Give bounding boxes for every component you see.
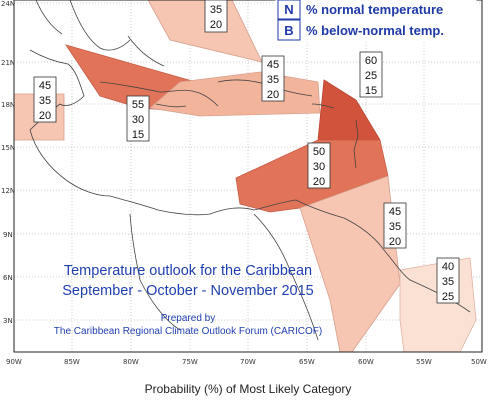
lat-label: 6N — [3, 274, 13, 282]
prob-value: 60 — [365, 55, 377, 67]
prob-value: 15 — [132, 129, 144, 141]
lat-label: 21N — [1, 59, 15, 67]
prob-value: 45 — [389, 206, 401, 218]
prob-value: 20 — [39, 110, 51, 122]
prob-box-cuba-jamaica: 55 30 15 — [126, 95, 150, 142]
prob-value: 25 — [442, 291, 454, 303]
map-subtitle: September - October - November 2015 — [62, 283, 313, 299]
prob-box-suriname-guiana: 40 35 25 — [436, 257, 460, 304]
prob-box-trinidad-guyana: 45 35 20 — [383, 202, 407, 249]
lat-label: 9N — [3, 231, 13, 239]
prob-value: 45 — [267, 59, 279, 71]
prob-box-belize-yucatan: 45 35 20 — [33, 76, 57, 123]
legend: N % normal temperature B % below-normal … — [275, 0, 477, 43]
lat-label: 24N — [1, 0, 15, 8]
lon-label: 70W — [240, 358, 256, 366]
prob-value: 30 — [132, 114, 144, 126]
prob-value: 20 — [267, 89, 279, 101]
prob-value: 30 — [313, 161, 325, 173]
prob-value: 35 — [39, 95, 51, 107]
prob-box-leeward-islands: 60 25 15 — [359, 51, 383, 98]
lon-label: 75W — [182, 358, 198, 366]
lon-axis: 90W 85W 80W 75W 70W 65W 60W 55W 50W — [6, 358, 487, 366]
prob-value: 35 — [389, 221, 401, 233]
lon-label: 60W — [358, 358, 374, 366]
map-caption: Probability (%) of Most Likely Category — [145, 382, 352, 396]
prob-value: 55 — [132, 99, 144, 111]
prob-value: 35 — [267, 74, 279, 86]
map-title: Temperature outlook for the Caribbean — [64, 263, 312, 279]
prob-value: 35 — [442, 276, 454, 288]
coastlines — [29, 0, 471, 341]
prob-value: 25 — [365, 70, 377, 82]
prob-box-north-bahamas: 35 20 — [204, 0, 228, 33]
lon-label: 85W — [64, 358, 80, 366]
prob-value: 35 — [210, 4, 222, 16]
legend-key-box — [277, 0, 301, 20]
lat-axis: 24N 21N 18N 15N 12N 9N 6N 3N — [1, 0, 15, 325]
prob-value: 50 — [313, 146, 325, 158]
prob-value: 20 — [313, 176, 325, 188]
prob-value: 40 — [442, 261, 454, 273]
prob-value: 20 — [210, 19, 222, 31]
prob-value: 15 — [365, 85, 377, 97]
lat-label: 18N — [1, 101, 15, 109]
legend-normal-text: % normal temperature — [306, 2, 443, 17]
lat-label: 3N — [3, 317, 13, 325]
lon-label: 50W — [471, 358, 487, 366]
legend-key-normal: N — [284, 2, 293, 17]
legend-key-box — [277, 19, 301, 41]
lon-label: 90W — [6, 358, 22, 366]
lon-label: 65W — [299, 358, 315, 366]
prob-box-hispaniola-pr: 45 35 20 — [261, 55, 285, 102]
lon-label: 55W — [416, 358, 432, 366]
prepared-by-label: Prepared by — [161, 313, 215, 324]
legend-below-text: % below-normal temp. — [306, 23, 444, 38]
legend-key-below: B — [284, 23, 293, 38]
prob-value: 45 — [39, 80, 51, 92]
lon-label: 80W — [123, 358, 139, 366]
organization-label: The Caribbean Regional Climate Outlook F… — [54, 326, 322, 337]
prob-value: 20 — [389, 236, 401, 248]
map-border — [13, 0, 483, 353]
lat-label: 12N — [1, 187, 15, 195]
prob-box-windward-abc: 50 30 20 — [307, 142, 331, 189]
lat-label: 15N — [1, 144, 15, 152]
